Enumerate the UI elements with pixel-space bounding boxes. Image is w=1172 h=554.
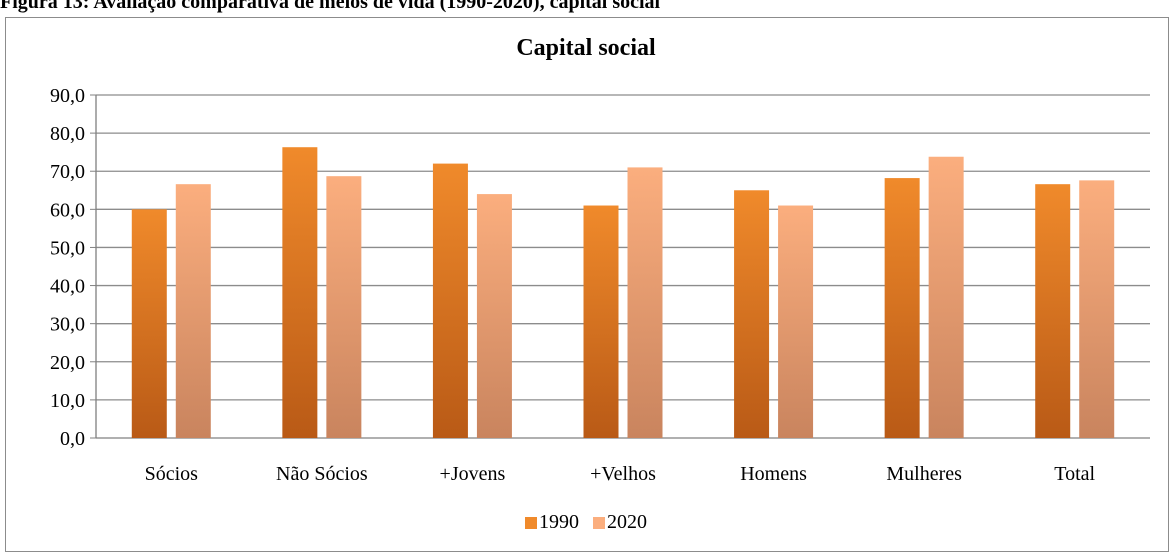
y-tick-label: 40,0 — [50, 276, 85, 298]
bars — [131, 147, 1115, 439]
y-tick-label: 70,0 — [50, 161, 85, 183]
y-tick-label: 90,0 — [50, 85, 85, 107]
bar-2020 — [326, 176, 362, 438]
bar-1990 — [583, 205, 619, 438]
bar-2020 — [1079, 180, 1115, 438]
legend: 1990 2020 — [0, 511, 1172, 534]
chart-title: Capital social — [516, 35, 656, 61]
bar-1990 — [884, 178, 920, 439]
bar-2020 — [175, 184, 211, 438]
x-tick-label: +Velhos — [590, 463, 656, 485]
y-tick-label: 60,0 — [50, 199, 85, 221]
bar-1990 — [734, 190, 770, 438]
x-tick-label: Homens — [740, 463, 807, 485]
legend-item-1990: 1990 — [525, 511, 579, 534]
figure-caption: Figura 13: Avaliação comparativa de meio… — [0, 0, 661, 13]
legend-label-1990: 1990 — [539, 511, 579, 533]
bar-1990 — [1035, 184, 1071, 438]
y-tick-label: 80,0 — [50, 123, 85, 145]
legend-item-2020: 2020 — [593, 511, 647, 534]
x-axis-ticks: Sócios Não Sócios +Jovens +Velhos Homens Mulh… — [145, 463, 1096, 485]
y-tick-label: 30,0 — [50, 314, 85, 336]
bar-1990 — [131, 209, 167, 438]
y-axis-ticks: 0,0 10,0 20,0 30,0 40,0 50,0 60,0 70,0 80,0 90,0 — [50, 85, 85, 450]
x-tick-label: Sócios — [145, 463, 199, 485]
legend-label-2020: 2020 — [607, 511, 647, 533]
x-tick-label: Não Sócios — [276, 463, 368, 485]
gridlines — [90, 94, 1150, 439]
y-tick-label: 50,0 — [50, 237, 85, 259]
legend-swatch-2020 — [593, 516, 605, 529]
bar-2020 — [928, 156, 964, 439]
bar-2020 — [778, 205, 814, 438]
x-tick-label: Mulheres — [886, 463, 962, 485]
y-tick-label: 10,0 — [50, 390, 85, 412]
bar-2020 — [476, 194, 512, 438]
bar-1990 — [432, 163, 468, 438]
bar-1990 — [282, 147, 318, 438]
y-tick-label: 0,0 — [60, 428, 85, 450]
x-tick-label: Total — [1054, 463, 1095, 485]
x-tick-label: +Jovens — [440, 463, 506, 485]
legend-swatch-1990 — [525, 516, 537, 529]
bar-2020 — [627, 167, 663, 438]
y-tick-label: 20,0 — [50, 352, 85, 374]
